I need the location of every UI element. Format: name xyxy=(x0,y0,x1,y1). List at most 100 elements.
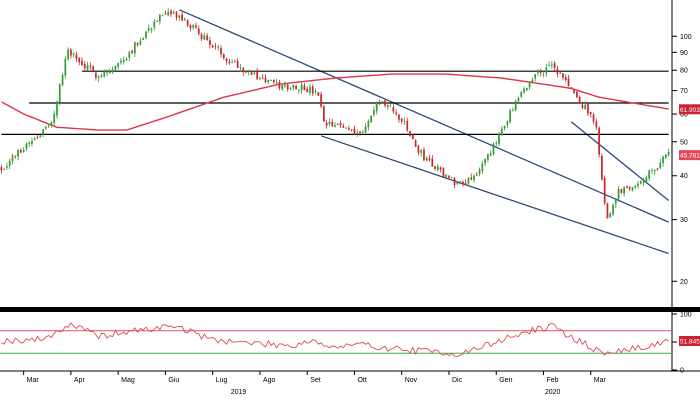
candle-body xyxy=(120,60,122,63)
candle xyxy=(142,36,145,41)
candle xyxy=(161,14,164,17)
candle-body xyxy=(292,84,295,88)
candle-body xyxy=(523,88,525,93)
candle-body xyxy=(231,62,233,63)
price-tag: 61.9039 xyxy=(679,104,700,115)
candle xyxy=(245,70,247,74)
candle-body xyxy=(261,77,264,79)
candle-body xyxy=(570,87,573,89)
candle xyxy=(139,37,142,46)
candle xyxy=(478,167,481,177)
candle-body xyxy=(581,104,584,108)
candle xyxy=(278,79,281,91)
candle-body xyxy=(584,104,587,110)
candle-body xyxy=(339,123,342,126)
candle-body xyxy=(356,132,359,134)
candle-body xyxy=(517,98,520,102)
candle-body xyxy=(334,125,336,127)
candle xyxy=(120,57,122,65)
candle xyxy=(97,74,100,82)
candle-body xyxy=(598,127,600,155)
candle-body xyxy=(253,72,256,74)
candle xyxy=(220,45,222,58)
candle-body xyxy=(214,46,217,47)
candle-body xyxy=(489,153,492,156)
candle-body xyxy=(50,122,53,125)
candle xyxy=(170,9,172,17)
candle-body xyxy=(573,89,575,93)
candle-body xyxy=(386,105,389,107)
candle-body xyxy=(617,188,620,200)
candle xyxy=(6,162,8,170)
candle-body xyxy=(398,114,400,120)
candle-body xyxy=(186,20,189,26)
candle xyxy=(133,41,136,58)
candle xyxy=(448,175,450,180)
candle xyxy=(181,11,183,22)
candle-body xyxy=(525,87,528,90)
candle-body xyxy=(437,166,439,171)
y-tick-label: 50 xyxy=(680,139,688,146)
candle xyxy=(153,18,156,31)
candle xyxy=(400,118,403,125)
candle-body xyxy=(184,19,186,20)
candle-body xyxy=(495,142,498,144)
candle-body xyxy=(284,84,286,87)
candle xyxy=(36,134,39,140)
rsi-tick-label: 100 xyxy=(680,312,692,319)
candle xyxy=(512,107,514,112)
candle xyxy=(637,180,639,189)
candle-body xyxy=(414,140,417,147)
candle-body xyxy=(211,45,214,48)
candle xyxy=(336,122,339,125)
candle-body xyxy=(167,11,170,16)
candle xyxy=(250,70,253,76)
candle xyxy=(484,158,486,167)
candle-body xyxy=(562,73,564,78)
candle-body xyxy=(445,174,448,178)
candle-body xyxy=(320,94,322,107)
candle xyxy=(667,148,670,157)
candle-body xyxy=(83,64,86,69)
candle xyxy=(31,137,33,147)
candle xyxy=(311,84,314,97)
candle xyxy=(520,90,523,98)
candle xyxy=(648,169,651,182)
candle xyxy=(200,32,203,41)
candle xyxy=(642,177,645,186)
candle xyxy=(47,123,50,128)
candle xyxy=(403,117,406,125)
candle-body xyxy=(642,181,645,183)
y-tick-label: 90 xyxy=(680,50,688,57)
candle-body xyxy=(639,181,642,184)
x-tick-label: Gen xyxy=(499,377,512,384)
candle-body xyxy=(539,71,542,73)
candle xyxy=(584,101,587,110)
candle xyxy=(267,79,270,85)
candle-body xyxy=(601,156,603,180)
candle xyxy=(125,56,128,61)
candle xyxy=(392,103,395,114)
candle-body xyxy=(653,169,656,172)
candle xyxy=(56,100,58,119)
candle-body xyxy=(595,121,598,128)
candle xyxy=(325,119,328,129)
candle-body xyxy=(564,77,567,80)
candle xyxy=(217,44,220,51)
candle-body xyxy=(342,125,345,128)
candle-body xyxy=(264,77,267,83)
candle-body xyxy=(659,162,662,169)
candle-body xyxy=(295,86,297,90)
candle-body xyxy=(306,88,309,93)
candle-body xyxy=(423,149,425,161)
candle-body xyxy=(11,155,14,161)
candle-body xyxy=(336,124,339,125)
candle-body xyxy=(206,35,208,41)
candle-body xyxy=(425,157,428,161)
candle xyxy=(111,66,114,74)
candle xyxy=(81,57,83,66)
candle-body xyxy=(53,114,56,124)
candle xyxy=(300,82,303,95)
candle xyxy=(117,62,120,70)
